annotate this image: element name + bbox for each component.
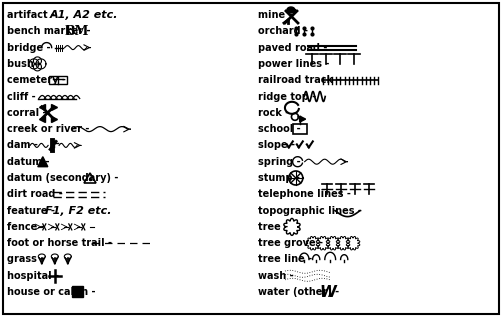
Text: dirt road -: dirt road - [7, 189, 66, 199]
Polygon shape [287, 7, 295, 13]
Text: tree -: tree - [258, 222, 291, 232]
Text: orchard -: orchard - [258, 26, 311, 36]
Text: tree grove -: tree grove - [258, 238, 326, 248]
Text: foot or horse trail -: foot or horse trail - [7, 238, 115, 248]
Bar [292, 124, 306, 134]
Text: bush -: bush - [7, 59, 45, 69]
Bar [49, 76, 67, 84]
Text: hospital -: hospital - [7, 271, 62, 281]
Text: slope -: slope - [258, 140, 298, 150]
Text: cemetery -: cemetery - [7, 75, 69, 85]
Text: corral -: corral - [7, 108, 50, 118]
Text: artifact -: artifact - [7, 10, 58, 20]
Text: fence -: fence - [7, 222, 48, 232]
Text: A1, A2 etc.: A1, A2 etc. [49, 10, 118, 20]
Text: telephone lines -: telephone lines - [258, 189, 354, 199]
Text: F1, F2 etc.: F1, F2 etc. [46, 206, 112, 216]
Text: bench marker -: bench marker - [7, 26, 94, 36]
Polygon shape [291, 113, 298, 120]
Text: feature -: feature - [7, 206, 58, 216]
Text: topographic lines -: topographic lines - [258, 206, 365, 216]
Text: dam -: dam - [7, 140, 41, 150]
Text: cliff -: cliff - [7, 92, 39, 101]
Text: spring -: spring - [258, 157, 304, 167]
Text: paved road -: paved road - [258, 42, 330, 53]
Bar [72, 286, 83, 297]
Text: ridge top -: ridge top - [258, 92, 319, 101]
Text: grass -: grass - [7, 255, 48, 264]
Polygon shape [38, 157, 48, 167]
Text: W: W [319, 285, 336, 300]
Text: wash -: wash - [258, 271, 297, 281]
Text: creek or river -: creek or river - [7, 124, 93, 134]
Text: datum (secondary) -: datum (secondary) - [7, 173, 122, 183]
Text: tree line -: tree line - [258, 255, 315, 264]
Text: water (other) -: water (other) - [258, 287, 342, 297]
Text: stump -: stump - [258, 173, 303, 183]
Text: bridge -: bridge - [7, 42, 54, 53]
Polygon shape [299, 116, 305, 122]
Text: mine -: mine - [258, 10, 295, 20]
Text: school -: school - [258, 124, 304, 134]
Polygon shape [84, 173, 96, 183]
Text: house or cabin -: house or cabin - [7, 287, 99, 297]
Text: railroad track -: railroad track - [258, 75, 343, 85]
Text: power lines -: power lines - [258, 59, 332, 69]
Text: BM: BM [65, 25, 89, 38]
Text: datum -: datum - [7, 157, 53, 167]
Text: rock -: rock - [258, 108, 292, 118]
